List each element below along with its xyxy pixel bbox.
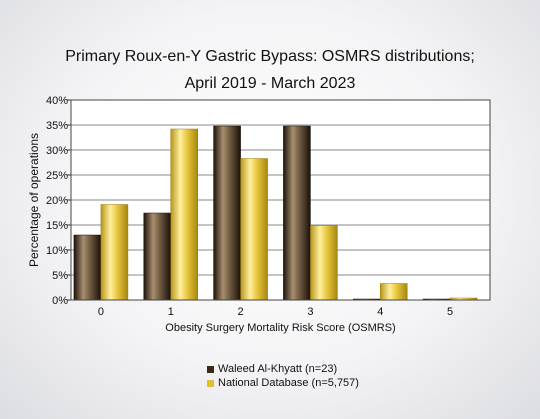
chart-title-line-1: Primary Roux-en-Y Gastric Bypass: OSMRS … xyxy=(65,48,475,65)
chart-title-line-2: April 2019 - March 2023 xyxy=(184,75,356,92)
legend-item-series-1: National Database (n=5,757) xyxy=(207,376,359,390)
bar-series-0-cat-0 xyxy=(73,234,102,301)
legend-item-series-0: Waleed Al-Khyatt (n=23) xyxy=(207,362,359,376)
bar-series-0-cat-2 xyxy=(213,125,241,301)
x-tick-label-1: 1 xyxy=(168,306,174,318)
y-tick-label-4: 20% xyxy=(46,195,68,207)
bar-series-1-cat-4 xyxy=(380,283,408,301)
x-axis-title: Obesity Surgery Mortality Risk Score (OS… xyxy=(165,322,395,334)
bar-series-1-cat-0 xyxy=(100,204,129,301)
bar-series-1-cat-3 xyxy=(310,225,338,301)
plot-frame xyxy=(70,99,491,301)
x-tick-label-0: 0 xyxy=(98,306,104,318)
y-axis-title: Percentage of operations xyxy=(27,133,41,267)
x-tick-label-5: 5 xyxy=(447,306,453,318)
bar-series-1-cat-2 xyxy=(240,158,268,301)
legend-swatch-series-0 xyxy=(207,365,214,373)
y-tick-label-0: 0% xyxy=(52,295,68,307)
bar-series-0-cat-3 xyxy=(283,125,311,301)
y-tick-label-3: 15% xyxy=(46,220,68,232)
y-tick-label-6: 30% xyxy=(46,145,68,157)
y-tick-label-7: 35% xyxy=(46,120,68,132)
legend-swatch-series-1 xyxy=(207,379,214,387)
x-tick-label-3: 3 xyxy=(307,306,313,318)
legend-label-series-0: Waleed Al-Khyatt (n=23) xyxy=(218,363,338,375)
chart-legend: Waleed Al-Khyatt (n=23) National Databas… xyxy=(207,362,359,390)
y-tick-label-5: 25% xyxy=(46,170,68,182)
x-tick-label-2: 2 xyxy=(238,306,244,318)
y-tick-label-2: 10% xyxy=(46,245,68,257)
y-tick-label-8: 40% xyxy=(46,95,68,107)
bar-series-1-cat-1 xyxy=(170,128,198,301)
legend-label-series-1: National Database (n=5,757) xyxy=(218,377,359,389)
bar-series-0-cat-1 xyxy=(143,212,171,301)
x-tick-label-4: 4 xyxy=(377,306,383,318)
y-tick-label-1: 5% xyxy=(52,270,68,282)
